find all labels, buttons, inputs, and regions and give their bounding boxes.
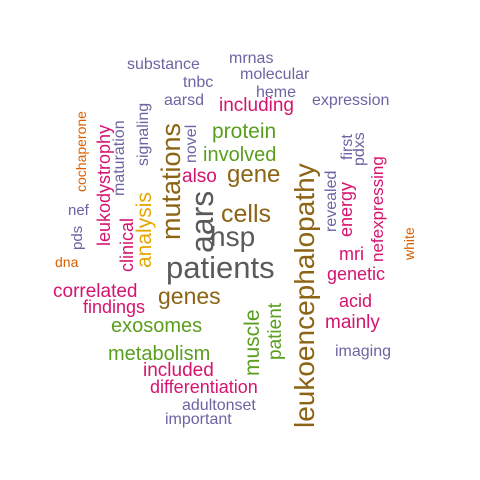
word-mainly: mainly: [325, 312, 380, 333]
word-leukoencephalopathy: leukoencephalopathy: [289, 163, 320, 428]
word-metabolism: metabolism: [108, 343, 211, 365]
word-expression: expression: [312, 92, 390, 109]
word-dna: dna: [55, 254, 79, 270]
word-pds: pds: [69, 225, 86, 250]
word-mutations: mutations: [156, 122, 186, 240]
word-nefexpressing: nefexpressing: [368, 156, 387, 262]
word-muscle: muscle: [241, 309, 264, 376]
word-novel: novel: [183, 124, 200, 163]
word-important: important: [165, 411, 232, 428]
word-aarsd: aarsd: [164, 92, 205, 109]
word-pdxs: pdxs: [351, 132, 368, 166]
word-substance: substance: [127, 56, 200, 73]
word-aars: aars: [184, 190, 220, 253]
word-gene: gene: [227, 161, 281, 188]
word-nef: nef: [68, 202, 89, 219]
word-involved: involved: [203, 144, 277, 166]
word-included: included: [143, 360, 214, 381]
word-analysis: analysis: [133, 192, 156, 268]
word-patients: patients: [166, 250, 275, 285]
word-clinical: clinical: [117, 217, 137, 272]
word-exosomes: exosomes: [111, 315, 203, 337]
word-imaging: imaging: [335, 343, 392, 360]
word-tnbc: tnbc: [183, 74, 214, 91]
word-mri: mri: [339, 244, 364, 264]
word-patient: patient: [265, 302, 286, 360]
word-also: also: [182, 166, 217, 187]
word-cochaperone: cochaperone: [73, 111, 89, 192]
word-genes: genes: [158, 283, 221, 309]
word-findings: findings: [83, 297, 146, 317]
word-revealed: revealed: [323, 170, 340, 232]
word-differentiation: differentiation: [150, 377, 258, 397]
word-cells: cells: [221, 200, 272, 228]
word-mrnas: mrnas: [229, 50, 274, 67]
word-molecular: molecular: [240, 66, 310, 83]
word-acid: acid: [339, 291, 373, 311]
word-heme: heme: [256, 84, 297, 101]
word-signaling: signaling: [135, 102, 152, 166]
word-correlated: correlated: [53, 281, 138, 302]
word-including: including: [219, 95, 294, 116]
word-hsp: hsp: [210, 221, 256, 252]
word-protein: protein: [212, 120, 277, 143]
word-genetic: genetic: [327, 264, 386, 284]
word-maturation: maturation: [111, 120, 128, 196]
word-adultonset: adultonset: [182, 397, 256, 414]
word-white: white: [401, 227, 417, 260]
